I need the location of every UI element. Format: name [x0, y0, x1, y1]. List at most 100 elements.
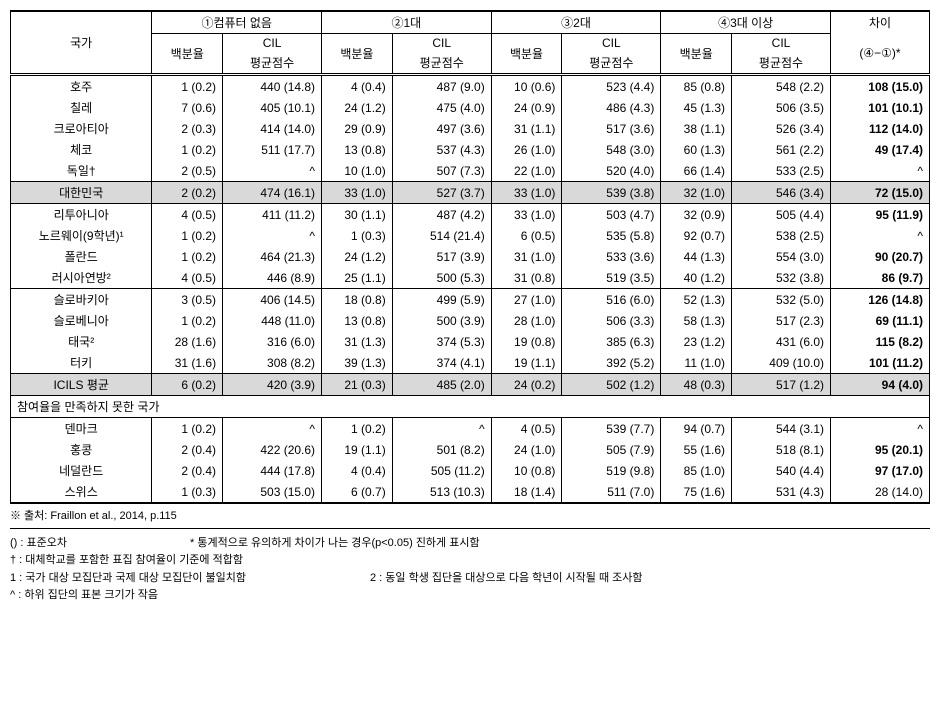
table-row: 칠레7 (0.6)405 (10.1)24 (1.2)475 (4.0)24 (…	[11, 97, 930, 118]
data-cell: 505 (11.2)	[392, 460, 491, 481]
data-cell: 85 (1.0)	[661, 460, 732, 481]
data-cell: 55 (1.6)	[661, 439, 732, 460]
table-row: 노르웨이(9학년)¹1 (0.2)^1 (0.3)514 (21.4)6 (0.…	[11, 225, 930, 246]
data-cell: 19 (1.1)	[491, 352, 562, 374]
footnote-1a: () : 표준오차	[10, 535, 190, 553]
data-cell: 420 (3.9)	[223, 374, 322, 396]
data-cell: 546 (3.4)	[732, 182, 831, 204]
country-cell: 네덜란드	[11, 460, 152, 481]
data-cell: 92 (0.7)	[661, 225, 732, 246]
header-group3: ③2대	[491, 11, 661, 34]
data-cell: ^	[223, 160, 322, 182]
data-cell: 4 (0.4)	[322, 460, 393, 481]
table-row: 대한민국2 (0.2)474 (16.1)33 (1.0)527 (3.7)33…	[11, 182, 930, 204]
data-cell: 4 (0.4)	[322, 75, 393, 98]
data-cell: 2 (0.3)	[152, 118, 223, 139]
table-row: 폴란드1 (0.2)464 (21.3)24 (1.2)517 (3.9)31 …	[11, 246, 930, 267]
header-cil-4: CIL	[732, 34, 831, 53]
header-pct-4: 백분율	[661, 34, 732, 75]
table-row: 덴마크1 (0.2)^1 (0.2)^4 (0.5)539 (7.7)94 (0…	[11, 418, 930, 440]
data-cell: 501 (8.2)	[392, 439, 491, 460]
data-cell: 24 (0.2)	[491, 374, 562, 396]
data-cell: 27 (1.0)	[491, 289, 562, 311]
data-cell: 411 (11.2)	[223, 204, 322, 226]
data-cell: 19 (1.1)	[322, 439, 393, 460]
data-cell: 497 (3.6)	[392, 118, 491, 139]
data-cell: 44 (1.3)	[661, 246, 732, 267]
table-row: 스위스1 (0.3)503 (15.0)6 (0.7)513 (10.3)18 …	[11, 481, 930, 503]
data-cell: 520 (4.0)	[562, 160, 661, 182]
data-cell: 31 (1.1)	[491, 118, 562, 139]
header-cilavg-2: 평균점수	[392, 52, 491, 75]
header-cilavg-3: 평균점수	[562, 52, 661, 75]
data-cell: 532 (5.0)	[732, 289, 831, 311]
data-cell: 540 (4.4)	[732, 460, 831, 481]
section-header-text: 참여율을 만족하지 못한 국가	[11, 396, 930, 418]
data-cell: 487 (4.2)	[392, 204, 491, 226]
data-cell: 532 (3.8)	[732, 267, 831, 289]
data-cell: 475 (4.0)	[392, 97, 491, 118]
data-cell: 6 (0.7)	[322, 481, 393, 503]
data-cell: 440 (14.8)	[223, 75, 322, 98]
header-country: 국가	[11, 11, 152, 75]
data-cell: 535 (5.8)	[562, 225, 661, 246]
data-cell: 554 (3.0)	[732, 246, 831, 267]
header-pct-2: 백분율	[322, 34, 393, 75]
data-cell: 7 (0.6)	[152, 97, 223, 118]
data-cell: 409 (10.0)	[732, 352, 831, 374]
data-cell: 31 (1.3)	[322, 331, 393, 352]
data-cell: 1 (0.3)	[152, 481, 223, 503]
footnote-3b: 2 : 동일 학생 집단을 대상으로 다음 학년이 시작될 때 조사함	[370, 570, 643, 588]
data-cell: 503 (4.7)	[562, 204, 661, 226]
country-cell: 대한민국	[11, 182, 152, 204]
country-cell: 크로아티아	[11, 118, 152, 139]
header-group1: ①컴퓨터 없음	[152, 11, 322, 34]
data-cell: 10 (0.6)	[491, 75, 562, 98]
footnote-4: ^ : 하위 집단의 표본 크기가 작음	[10, 587, 930, 605]
data-cell: ^	[831, 160, 930, 182]
data-cell: 1 (0.3)	[322, 225, 393, 246]
data-cell: 505 (4.4)	[732, 204, 831, 226]
data-cell: 487 (9.0)	[392, 75, 491, 98]
data-cell: 31 (1.6)	[152, 352, 223, 374]
data-cell: 1 (0.2)	[152, 225, 223, 246]
data-cell: 374 (5.3)	[392, 331, 491, 352]
data-cell: 112 (14.0)	[831, 118, 930, 139]
data-cell: 539 (7.7)	[562, 418, 661, 440]
data-cell: 101 (11.2)	[831, 352, 930, 374]
data-cell: 60 (1.3)	[661, 139, 732, 160]
data-cell: 49 (17.4)	[831, 139, 930, 160]
data-cell: 506 (3.3)	[562, 310, 661, 331]
footnote-3a: 1 : 국가 대상 모집단과 국제 대상 모집단이 불일치함	[10, 570, 370, 588]
data-cell: 10 (1.0)	[322, 160, 393, 182]
table-row: ICILS 평균6 (0.2)420 (3.9)21 (0.3)485 (2.0…	[11, 374, 930, 396]
data-cell: 1 (0.2)	[152, 246, 223, 267]
data-cell: 97 (17.0)	[831, 460, 930, 481]
header-cil-2: CIL	[392, 34, 491, 53]
data-cell: 505 (7.9)	[562, 439, 661, 460]
country-cell: 칠레	[11, 97, 152, 118]
data-cell: 316 (6.0)	[223, 331, 322, 352]
data-cell: 4 (0.5)	[491, 418, 562, 440]
footnotes: ※ 출처: Fraillon et al., 2014, p.115 () : …	[10, 506, 930, 605]
country-cell: 터키	[11, 352, 152, 374]
country-cell: 호주	[11, 75, 152, 98]
table-row: 터키31 (1.6)308 (8.2)39 (1.3)374 (4.1)19 (…	[11, 352, 930, 374]
data-cell: 431 (6.0)	[732, 331, 831, 352]
data-cell: 115 (8.2)	[831, 331, 930, 352]
data-cell: 69 (11.1)	[831, 310, 930, 331]
table-row: 태국²28 (1.6)316 (6.0)31 (1.3)374 (5.3)19 …	[11, 331, 930, 352]
data-cell: 1 (0.2)	[152, 310, 223, 331]
table-row: 크로아티아2 (0.3)414 (14.0)29 (0.9)497 (3.6)3…	[11, 118, 930, 139]
country-cell: 태국²	[11, 331, 152, 352]
data-cell: 126 (14.8)	[831, 289, 930, 311]
data-cell: 539 (3.8)	[562, 182, 661, 204]
data-cell: 548 (2.2)	[732, 75, 831, 98]
country-cell: 체코	[11, 139, 152, 160]
data-cell: ^	[831, 225, 930, 246]
data-cell: 24 (1.0)	[491, 439, 562, 460]
data-table: 국가 ①컴퓨터 없음 ②1대 ③2대 ④3대 이상 차이 백분율 CIL 백분율…	[10, 10, 930, 504]
data-cell: 519 (9.8)	[562, 460, 661, 481]
table-row: 러시아연방²4 (0.5)446 (8.9)25 (1.1)500 (5.3)3…	[11, 267, 930, 289]
data-cell: 548 (3.0)	[562, 139, 661, 160]
